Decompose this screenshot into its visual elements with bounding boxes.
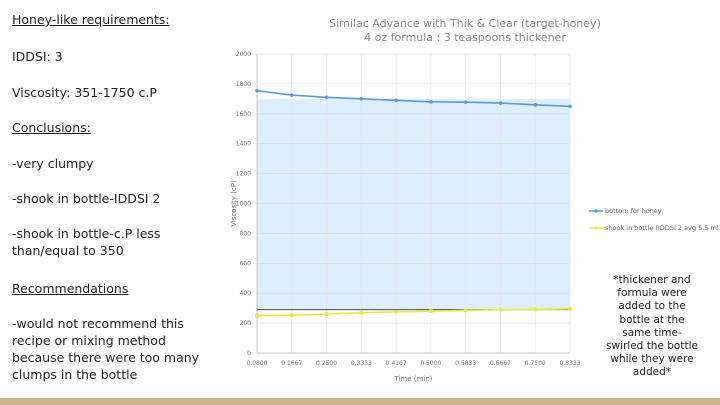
series-point-1 [359, 97, 364, 101]
series-point-1 [533, 103, 538, 107]
series-point-2 [498, 307, 503, 312]
series-line-2 [256, 308, 571, 317]
x-tick-label: 0.7500 [525, 360, 546, 367]
conclusion-iddsi: -shook in bottle-IDDSI 2 [12, 191, 161, 206]
series-point-1 [255, 88, 259, 93]
series-point-2 [359, 310, 364, 315]
y-axis-label: Viscosity (cP) [230, 180, 238, 227]
x-tick-label: 0.8333 [560, 360, 581, 367]
y-tick-label: 1600 [236, 111, 251, 118]
method-note: *thickener and formula were added to the… [606, 274, 698, 379]
band-area [257, 98, 570, 310]
y-tick-label: 400 [240, 290, 252, 297]
recommendation-text: -would not recommend this recipe or mixi… [12, 316, 200, 382]
x-tick-label: 0.4167 [386, 360, 407, 367]
x-tick-label: 0.3333 [351, 360, 372, 367]
series-point-1 [498, 101, 503, 105]
x-tick-label: 0.2500 [316, 360, 337, 367]
x-axis-label: Time (min) [393, 375, 432, 383]
conclusion-viscosity: -shook in bottle-c.P less than/equal to … [12, 226, 161, 258]
series-point-1 [463, 100, 468, 104]
y-tick-label: 1400 [236, 141, 251, 148]
series-point-1 [289, 93, 294, 97]
x-tick-label: 0.1667 [281, 360, 302, 367]
series-point-2 [324, 312, 329, 316]
series-point-1 [394, 98, 398, 103]
y-tick-label: 600 [240, 260, 252, 267]
chart-title: Similac Advance with Thik & Clear (targe… [329, 17, 601, 30]
viscosity-requirement: Viscosity: 351-1750 c.P [12, 85, 157, 100]
y-tick-label: 1000 [236, 201, 251, 208]
series-point-2 [429, 309, 433, 313]
series-point-2 [394, 310, 398, 314]
legend-label-2: shook in bottle (IDDSI 2 avg 5.5 ml left… [605, 224, 720, 232]
series-point-1 [568, 104, 572, 109]
recommendations-heading: Recommendations [12, 281, 129, 296]
y-tick-label: 1200 [236, 171, 251, 178]
y-tick-label: 200 [240, 320, 252, 327]
x-tick-label: 0.0800 [247, 360, 268, 367]
y-tick-label: 1800 [236, 81, 251, 88]
honey-requirements-heading: Honey-like requirements: [12, 12, 170, 27]
footer-bar [0, 398, 720, 405]
series-point-1 [429, 100, 433, 104]
x-tick-label: 0.6667 [490, 360, 511, 367]
series-point-2 [568, 307, 572, 311]
series-point-2 [255, 313, 259, 318]
x-tick-label: 0.5000 [420, 360, 441, 367]
conclusions-heading: Conclusions: [12, 120, 91, 135]
series-point-2 [463, 308, 468, 313]
legend-marker-2 [594, 226, 598, 230]
legend-marker-1 [594, 209, 598, 213]
y-tick-label: 0 [247, 350, 251, 357]
legend-label-1: bottom for honey [605, 207, 662, 215]
y-tick-label: 2000 [236, 51, 251, 58]
series-point-2 [289, 313, 294, 318]
x-tick-label: 0.5833 [455, 360, 476, 367]
y-tick-label: 800 [240, 230, 252, 237]
series-point-2 [533, 307, 538, 312]
series-line-1 [256, 89, 571, 108]
series-point-1 [324, 95, 329, 100]
iddsi-requirement: IDDSI: 3 [12, 49, 63, 64]
conclusion-clumpy: -very clumpy [12, 156, 94, 171]
chart-subtitle: 4 oz formula : 3 teaspoons thickener [364, 31, 566, 44]
